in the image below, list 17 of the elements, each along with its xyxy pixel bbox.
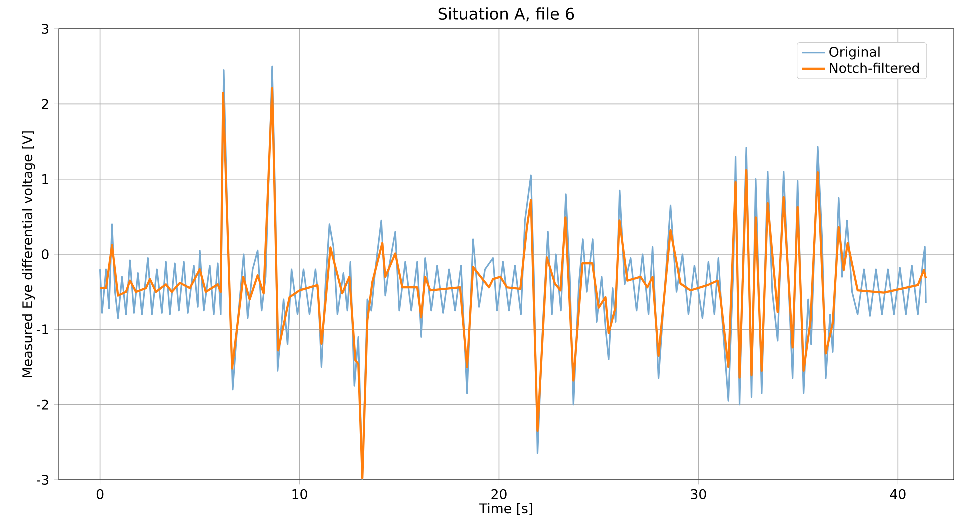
y-tick-label: -1 bbox=[36, 324, 48, 335]
y-tick-label: 1 bbox=[42, 174, 48, 184]
x-tick-label: 0 bbox=[96, 489, 104, 500]
x-tick-label: 10 bbox=[292, 489, 308, 500]
chart-title: Situation A, file 6 bbox=[438, 8, 574, 22]
legend-label: Original bbox=[830, 46, 880, 60]
x-axis-title: Time [s] bbox=[479, 503, 532, 516]
y-tick-label: 3 bbox=[42, 24, 49, 34]
y-tick-label: 0 bbox=[42, 249, 49, 260]
legend-label: Notch-filtered bbox=[830, 62, 920, 74]
y-tick-label: -2 bbox=[36, 400, 48, 410]
y-tick-label: -3 bbox=[36, 474, 49, 486]
x-tick-label: 40 bbox=[890, 489, 906, 500]
y-axis-title: Measured Eye differential voltage [V] bbox=[22, 132, 36, 378]
x-tick-label: 20 bbox=[492, 489, 507, 500]
x-tick-label: 30 bbox=[691, 489, 706, 500]
y-tick-label: 2 bbox=[42, 99, 48, 110]
